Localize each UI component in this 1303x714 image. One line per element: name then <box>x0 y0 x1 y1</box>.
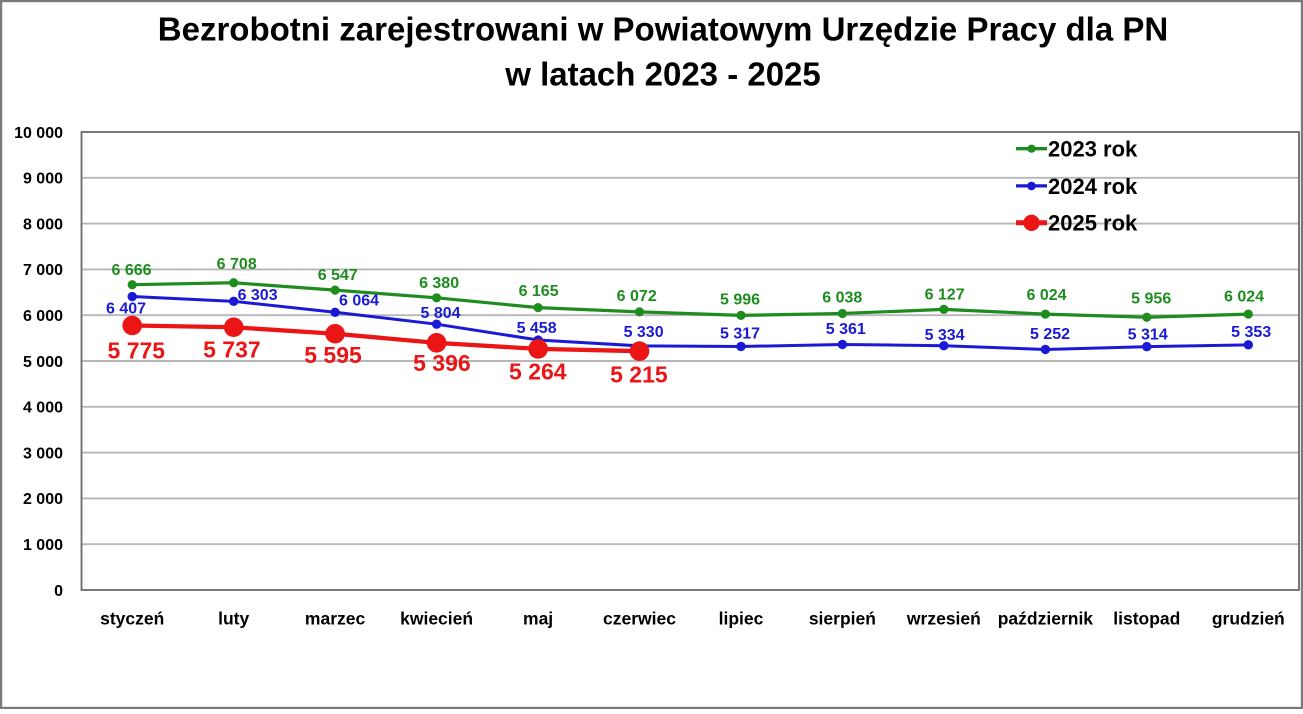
svg-text:styczeń: styczeń <box>100 609 164 629</box>
svg-text:6 127: 6 127 <box>925 286 965 303</box>
svg-text:5 314: 5 314 <box>1128 326 1168 343</box>
svg-text:6 000: 6 000 <box>23 308 63 325</box>
svg-text:5 458: 5 458 <box>517 320 557 337</box>
svg-text:0: 0 <box>54 583 63 600</box>
svg-text:6 407: 6 407 <box>106 300 146 317</box>
svg-text:5 334: 5 334 <box>925 327 965 344</box>
svg-text:6 038: 6 038 <box>822 290 862 307</box>
svg-text:5 353: 5 353 <box>1231 324 1271 341</box>
svg-text:6 303: 6 303 <box>238 287 278 304</box>
svg-text:8 000: 8 000 <box>23 216 63 233</box>
svg-text:maj: maj <box>523 609 553 629</box>
svg-text:5 595: 5 595 <box>304 342 362 368</box>
svg-text:5 252: 5 252 <box>1030 326 1070 343</box>
svg-text:6 072: 6 072 <box>617 288 657 305</box>
svg-text:marzec: marzec <box>305 609 366 629</box>
svg-text:5 804: 5 804 <box>420 305 460 322</box>
svg-text:2 000: 2 000 <box>23 491 63 508</box>
svg-text:czerwiec: czerwiec <box>603 609 676 629</box>
svg-text:5 396: 5 396 <box>413 350 471 376</box>
svg-text:5 330: 5 330 <box>624 324 664 341</box>
svg-text:6 064: 6 064 <box>339 293 379 310</box>
svg-text:5 264: 5 264 <box>509 359 567 385</box>
svg-text:10 000: 10 000 <box>14 125 63 142</box>
svg-text:luty: luty <box>218 609 249 629</box>
svg-text:6 380: 6 380 <box>419 275 459 292</box>
svg-text:2025 rok: 2025 rok <box>1048 211 1138 236</box>
svg-text:1 000: 1 000 <box>23 537 63 554</box>
svg-text:wrzesień: wrzesień <box>906 609 981 629</box>
svg-text:grudzień: grudzień <box>1212 609 1285 629</box>
svg-text:kwiecień: kwiecień <box>400 609 473 629</box>
svg-text:5 956: 5 956 <box>1131 291 1171 308</box>
svg-text:5 361: 5 361 <box>826 321 866 338</box>
svg-text:7 000: 7 000 <box>23 262 63 279</box>
svg-text:6 024: 6 024 <box>1224 289 1264 306</box>
svg-text:2023 rok: 2023 rok <box>1048 137 1138 162</box>
svg-text:5 775: 5 775 <box>108 337 166 363</box>
svg-text:6 708: 6 708 <box>217 256 257 273</box>
svg-text:w latach 2023 - 2025: w latach 2023 - 2025 <box>504 56 821 93</box>
svg-text:5 000: 5 000 <box>23 354 63 371</box>
svg-text:3 000: 3 000 <box>23 445 63 462</box>
svg-text:6 666: 6 666 <box>111 262 151 279</box>
svg-text:lipiec: lipiec <box>719 609 764 629</box>
svg-text:2024 rok: 2024 rok <box>1048 174 1138 199</box>
svg-text:9 000: 9 000 <box>23 171 63 188</box>
svg-text:październik: październik <box>998 609 1094 629</box>
svg-text:5 317: 5 317 <box>720 326 760 343</box>
svg-text:5 737: 5 737 <box>203 337 261 363</box>
svg-text:5 215: 5 215 <box>610 362 668 388</box>
svg-text:6 165: 6 165 <box>519 283 559 300</box>
svg-text:4 000: 4 000 <box>23 400 63 417</box>
svg-text:Bezrobotni zarejestrowani w Po: Bezrobotni zarejestrowani w Powiatowym U… <box>158 11 1168 48</box>
svg-text:6 024: 6 024 <box>1026 287 1066 304</box>
svg-text:6 547: 6 547 <box>318 267 358 284</box>
svg-text:listopad: listopad <box>1113 609 1180 629</box>
svg-text:5 996: 5 996 <box>720 291 760 308</box>
svg-text:sierpień: sierpień <box>809 609 876 629</box>
